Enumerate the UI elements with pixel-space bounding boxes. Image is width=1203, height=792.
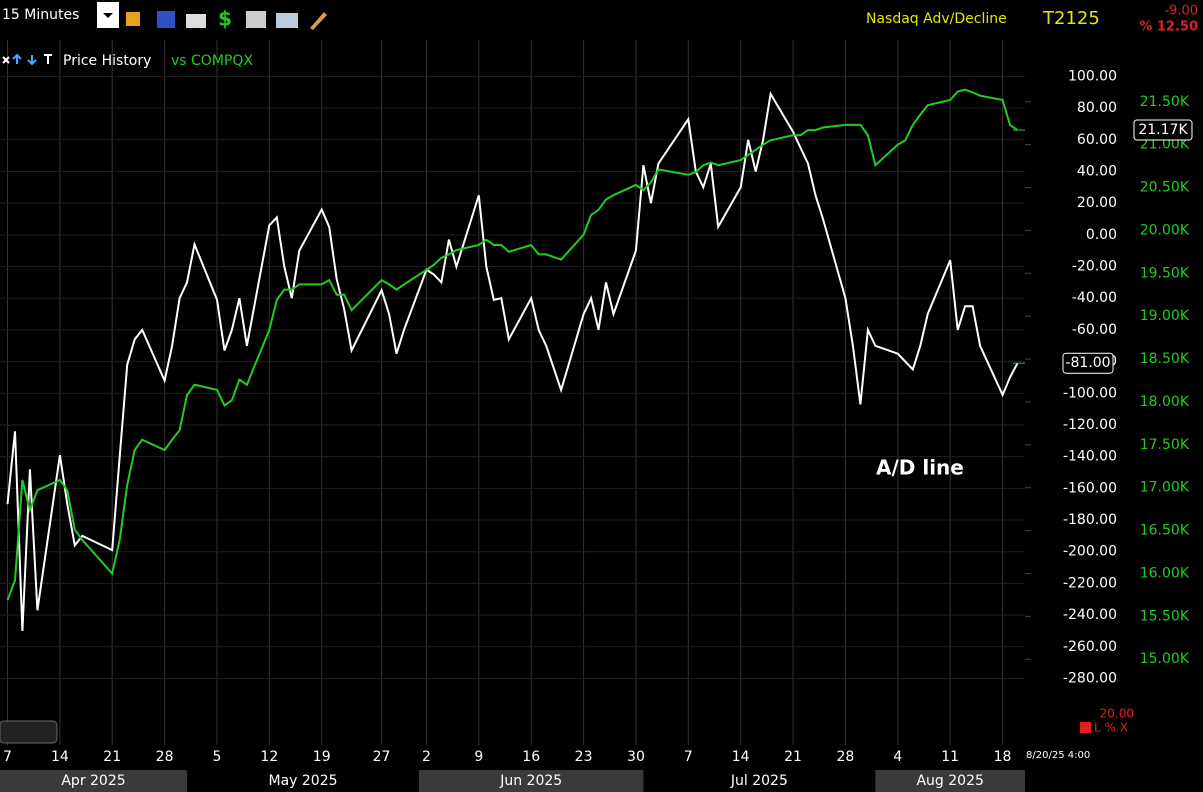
footer-controls: L % X xyxy=(1094,721,1128,735)
y2-tick-label: 21.00K xyxy=(1140,137,1190,153)
y-tick-label: -220.00 xyxy=(1063,575,1117,591)
y-tick-label: -260.00 xyxy=(1063,639,1117,655)
month-label: Apr 2025 xyxy=(61,773,125,789)
last-value-label: -81.00 xyxy=(1065,355,1110,371)
annotation: A/D line xyxy=(876,456,964,480)
y2-tick-label: 15.50K xyxy=(1140,608,1190,624)
month-band xyxy=(875,770,1025,792)
toolbar xyxy=(0,0,1203,38)
y2-tick-label: 17.50K xyxy=(1140,437,1190,453)
y-tick-label: -200.00 xyxy=(1063,544,1117,560)
y-tick-label: 100.00 xyxy=(1068,68,1117,84)
y-tick-label: -140.00 xyxy=(1063,449,1117,465)
x-tick-label: 7 xyxy=(684,749,693,765)
y2-tick-label: 19.00K xyxy=(1140,308,1190,324)
y-tick-label: -60.00 xyxy=(1072,322,1117,338)
y2-tick-label: 16.00K xyxy=(1140,565,1190,581)
y2-tick-label: 18.50K xyxy=(1140,351,1190,367)
x-tick-label: 28 xyxy=(837,749,855,765)
y-tick-label: -40.00 xyxy=(1072,290,1117,306)
last-value-box xyxy=(1062,352,1114,374)
y-tick-label: -280.00 xyxy=(1063,670,1117,686)
x-tick-label: 14 xyxy=(51,749,69,765)
month-label: Jul 2025 xyxy=(730,773,788,789)
close-icon[interactable] xyxy=(2,56,10,64)
y2-tick-label: 19.50K xyxy=(1140,265,1190,281)
y-tick-label: 80.00 xyxy=(1077,100,1117,116)
change-pct: % 12.50 xyxy=(1139,20,1198,35)
change: -9.00 xyxy=(1164,4,1198,19)
legend-title: Price History xyxy=(63,53,151,69)
y2-tick-label: 15.00K xyxy=(1140,651,1190,667)
interval: 15 Minutes xyxy=(2,7,79,23)
y2-tick-label: 20.50K xyxy=(1140,180,1190,196)
symbol-name: Nasdaq Adv/Decline xyxy=(866,11,1007,27)
x-tick-label: 23 xyxy=(575,749,593,765)
series-line xyxy=(6,91,1019,631)
symbol: T2125 xyxy=(1042,8,1100,29)
y-tick-label: -120.00 xyxy=(1063,417,1117,433)
x-tick-label: 5 xyxy=(213,749,222,765)
month-label: Jun 2025 xyxy=(499,773,562,789)
x-tick-label: 27 xyxy=(373,749,391,765)
y-tick-label: -100.00 xyxy=(1063,385,1117,401)
x-tick-label: 16 xyxy=(522,749,540,765)
y-tick-label: -20.00 xyxy=(1072,259,1117,275)
x-tick-label: 18 xyxy=(994,749,1012,765)
month-label: Aug 2025 xyxy=(916,773,983,789)
x-tick-label: 2 xyxy=(422,749,431,765)
print-icon[interactable] xyxy=(246,11,266,28)
x-tick-label: 30 xyxy=(627,749,645,765)
y2-tick-label: 21.50K xyxy=(1140,94,1190,110)
down-arrow[interactable] xyxy=(27,55,37,66)
pencil-icon[interactable] xyxy=(310,12,327,30)
x-tick-label: 7 xyxy=(3,749,12,765)
x-tick-label: 11 xyxy=(941,749,959,765)
save-icon[interactable] xyxy=(157,11,175,28)
timestamp: 8/20/25 4:00 xyxy=(1026,750,1090,761)
x-tick-label: 14 xyxy=(732,749,750,765)
x-tick-label: 21 xyxy=(784,749,802,765)
last-value-box xyxy=(1133,119,1193,141)
a-icon[interactable] xyxy=(1080,722,1091,733)
month-label: May 2025 xyxy=(268,773,337,789)
y-tick-label: -160.00 xyxy=(1063,480,1117,496)
y-tick-label: 0.00 xyxy=(1086,227,1117,243)
y2-tick-label: 16.50K xyxy=(1140,523,1190,539)
window-icon[interactable] xyxy=(276,13,298,28)
dropdown-arrow xyxy=(103,13,113,18)
scroll-button[interactable] xyxy=(0,720,58,744)
up-arrow[interactable] xyxy=(12,53,22,64)
footer-value: 20.00 xyxy=(1100,707,1134,721)
month-band xyxy=(0,770,188,792)
y2-tick-label: 18.00K xyxy=(1140,394,1190,410)
x-tick-label: 28 xyxy=(156,749,174,765)
y-tick-label: -180.00 xyxy=(1063,512,1117,528)
x-tick-label: 4 xyxy=(893,749,902,765)
y2-tick-label: 20.00K xyxy=(1140,222,1190,238)
dollar-icon[interactable]: $ xyxy=(218,7,232,31)
month-band xyxy=(418,770,644,792)
y-tick-label: 20.00 xyxy=(1077,195,1117,211)
mail-icon[interactable] xyxy=(186,14,206,28)
pin-icon[interactable] xyxy=(44,54,52,64)
series-line xyxy=(6,88,1019,601)
x-tick-label: 12 xyxy=(260,749,278,765)
y-tick-label: 60.00 xyxy=(1077,132,1117,148)
lock-icon[interactable] xyxy=(126,12,140,26)
x-tick-label: 21 xyxy=(103,749,121,765)
y2-tick-label: 17.00K xyxy=(1140,480,1190,496)
x-tick-label: 9 xyxy=(474,749,483,765)
legend-series: vs COMPQX xyxy=(171,53,253,69)
last-value-label: 21.17K xyxy=(1138,122,1188,138)
y-tick-label: 40.00 xyxy=(1077,163,1117,179)
y-tick-label: -240.00 xyxy=(1063,607,1117,623)
x-tick-label: 19 xyxy=(313,749,331,765)
